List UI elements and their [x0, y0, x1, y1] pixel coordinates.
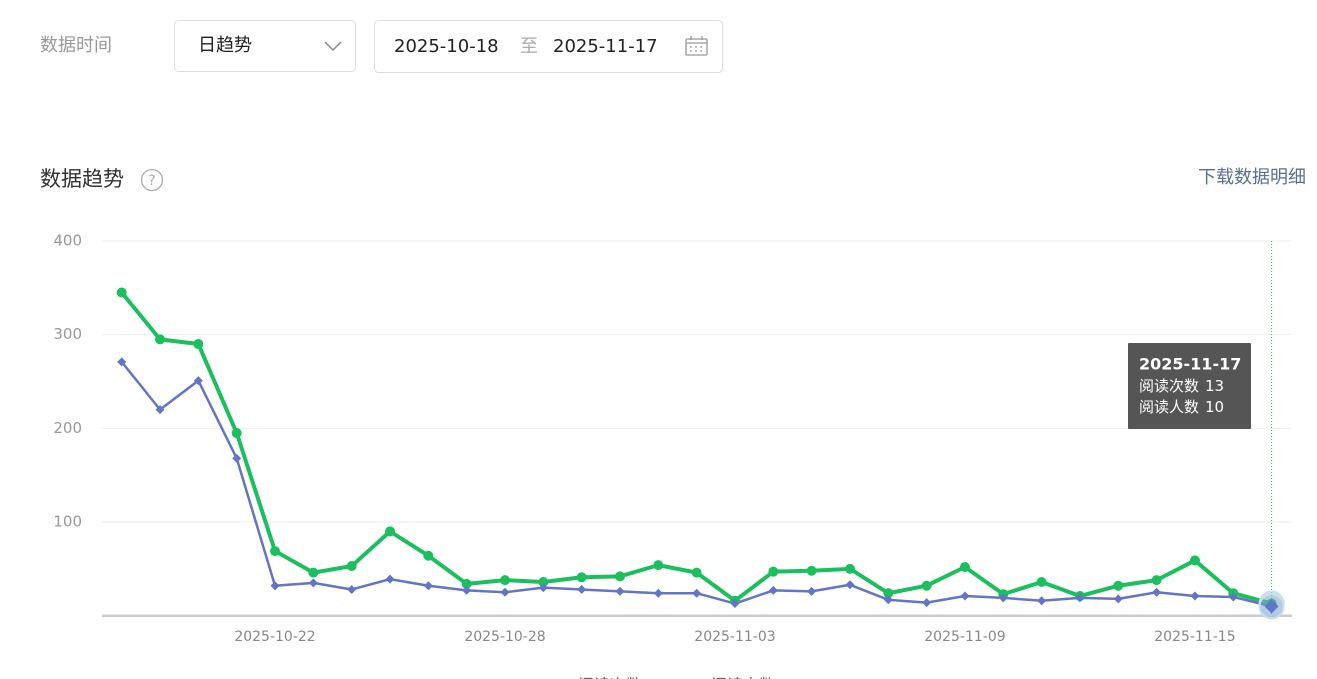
point — [806, 565, 817, 576]
y-tick-label: 300 — [53, 325, 82, 343]
point — [193, 339, 204, 350]
tooltip-series-name: 阅读次数 — [1139, 377, 1199, 395]
point — [1151, 575, 1162, 586]
point — [883, 588, 894, 599]
point — [346, 561, 357, 572]
point — [1264, 599, 1279, 614]
point — [960, 591, 970, 601]
tooltip-row: 阅读人数 10 — [1139, 398, 1224, 416]
point — [1189, 555, 1200, 566]
point — [538, 576, 549, 587]
point — [959, 561, 970, 572]
download-link[interactable]: 下载数据明细 — [1198, 167, 1306, 188]
point — [155, 334, 166, 345]
point — [461, 578, 472, 589]
point — [270, 581, 280, 591]
calendar-icon[interactable] — [685, 36, 708, 56]
point — [231, 428, 242, 439]
help-icon[interactable] — [140, 168, 164, 192]
series-line — [120, 291, 1273, 606]
point — [347, 584, 357, 594]
point — [998, 593, 1008, 603]
point — [576, 572, 587, 583]
point — [193, 376, 203, 386]
point — [653, 588, 663, 598]
point — [653, 560, 664, 571]
point — [1113, 594, 1123, 604]
x-tick-label: 2025-10-22 — [234, 629, 315, 645]
granularity-select[interactable]: 日趋势 — [174, 20, 356, 72]
tooltip-value: 13 — [1205, 377, 1224, 395]
point — [768, 585, 778, 595]
separator: 至 — [520, 36, 538, 57]
point — [692, 588, 702, 598]
point — [423, 581, 433, 591]
section-title: 数据趋势 — [40, 167, 124, 191]
point — [1228, 592, 1238, 602]
point — [462, 585, 472, 595]
point — [270, 546, 281, 557]
x-tick-label: 2025-11-09 — [924, 629, 1005, 645]
point — [921, 580, 932, 591]
point — [1075, 593, 1085, 603]
point — [883, 595, 893, 605]
tooltip-row: 阅读次数 13 — [1139, 377, 1224, 395]
start-date[interactable]: 2025-10-18 — [394, 36, 499, 57]
point — [577, 584, 587, 594]
point — [385, 526, 396, 537]
point — [538, 583, 548, 593]
point — [500, 575, 510, 586]
point — [1113, 580, 1124, 591]
y-tick-label: 400 — [53, 232, 82, 250]
point — [1152, 587, 1162, 597]
point — [614, 571, 625, 582]
date-box[interactable] — [374, 20, 723, 73]
x-tick-label: 2025-10-28 — [464, 629, 545, 645]
point — [807, 586, 817, 596]
point — [155, 405, 165, 415]
point — [1036, 576, 1047, 587]
date-range[interactable]: 2025-10-18 至 2025-11-17 — [374, 20, 723, 73]
tooltip-value: 10 — [1205, 398, 1224, 416]
point — [844, 563, 855, 574]
point — [116, 287, 127, 298]
point — [500, 587, 510, 597]
tooltip-series-name: 阅读人数 — [1139, 398, 1199, 416]
tooltip: 2025-11-17 阅读次数 13 阅读人数 10 — [1128, 343, 1251, 429]
point — [308, 567, 319, 578]
point — [730, 599, 740, 609]
select-value[interactable]: 日趋势 — [198, 35, 252, 56]
tooltip-box — [1128, 343, 1251, 429]
point — [232, 453, 242, 463]
point — [1190, 591, 1200, 601]
point — [117, 357, 127, 367]
point — [1037, 596, 1047, 606]
x-tick-label: 2025-11-03 — [694, 629, 775, 645]
point — [308, 578, 318, 588]
y-tick-label: 200 — [53, 419, 82, 437]
legend-label: 阅读次数 — [578, 676, 642, 679]
point — [615, 586, 625, 596]
filter-label: 数据时间 — [40, 35, 112, 56]
tooltip-title: 2025-11-17 — [1139, 355, 1241, 374]
x-tick-label: 2025-11-15 — [1154, 629, 1235, 645]
chevron[interactable] — [324, 41, 342, 52]
point — [423, 550, 434, 561]
point — [385, 574, 395, 584]
point — [845, 580, 855, 590]
point — [922, 598, 932, 608]
legend-label: 阅读人数 — [711, 676, 775, 679]
point — [768, 566, 779, 577]
y-tick-label: 100 — [53, 513, 82, 531]
end-date[interactable]: 2025-11-17 — [553, 36, 658, 57]
point — [691, 567, 702, 578]
help-icon-text[interactable]: ? — [148, 173, 155, 189]
select-box[interactable] — [174, 20, 356, 72]
